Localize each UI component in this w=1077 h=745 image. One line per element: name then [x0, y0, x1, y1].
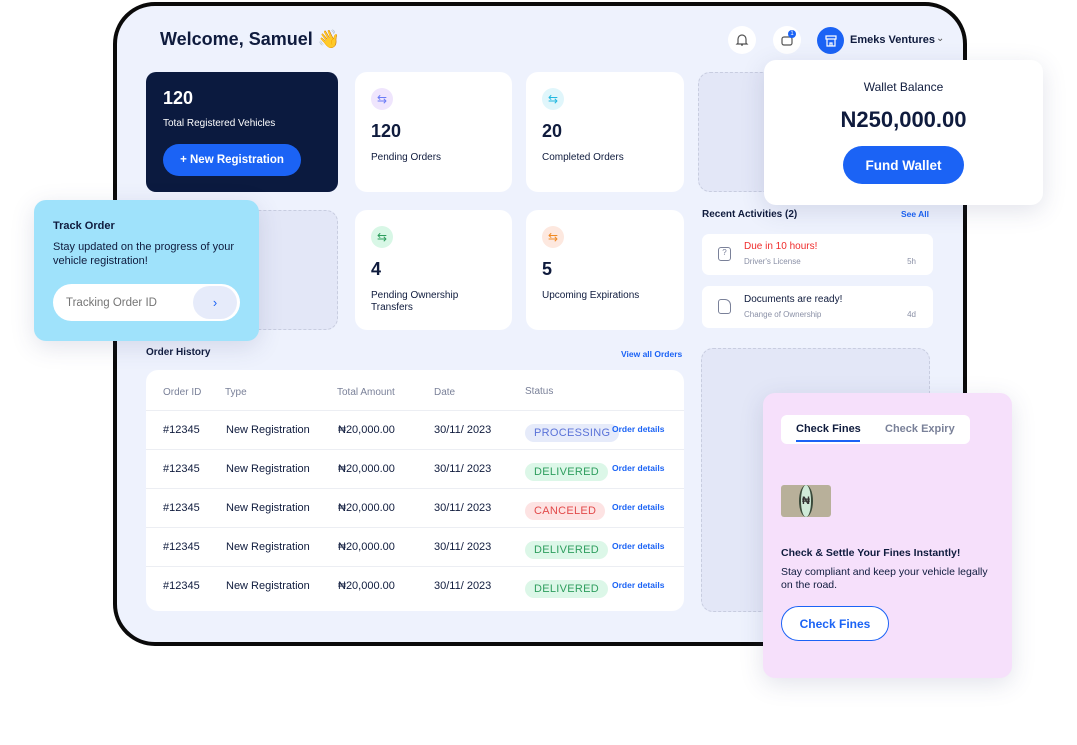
completed-orders-label: Completed Orders [542, 152, 624, 163]
view-all-orders-link[interactable]: View all Orders [621, 349, 683, 359]
order-details-link[interactable]: Order details [612, 463, 665, 473]
question-icon: ? [718, 247, 731, 261]
total-vehicles-value: 120 [163, 88, 194, 108]
order-amount: ₦20,000.00 [338, 424, 395, 436]
bell-icon[interactable] [728, 26, 756, 54]
table-row: #12345 New Registration ₦20,000.00 30/11… [146, 527, 684, 566]
order-date: 30/11/ 2023 [434, 541, 492, 553]
tabs: Check Fines Check Expiry [781, 415, 970, 444]
tab-check-fines[interactable]: Check Fines [796, 423, 861, 442]
activity-time: 4d [907, 310, 916, 319]
pending-transfers-label: Pending Ownership Transfers [371, 290, 459, 313]
pending-transfers-card[interactable]: ⇆ 4 Pending Ownership Transfers [355, 210, 512, 330]
activity-subtitle: Driver's License [744, 257, 801, 266]
order-date: 30/11/ 2023 [434, 424, 492, 436]
completed-orders-card[interactable]: ⇆ 20 Completed Orders [526, 72, 684, 192]
order-details-link[interactable]: Order details [612, 580, 665, 590]
order-details-link[interactable]: Order details [612, 502, 665, 512]
tab-check-expiry[interactable]: Check Expiry [885, 423, 955, 435]
order-history-title: Order History [146, 347, 211, 358]
activity-item[interactable]: ? Due in 10 hours! Driver's License 5h [702, 234, 933, 275]
status-badge: DELIVERED [525, 463, 609, 481]
store-avatar-icon[interactable] [817, 27, 844, 54]
total-vehicles-card: 120 Total Registered Vehicles + New Regi… [146, 72, 338, 192]
pending-orders-value: 120 [371, 121, 402, 141]
order-details-link[interactable]: Order details [612, 424, 665, 434]
swap-icon: ⇆ [371, 88, 393, 110]
status-badge: PROCESSING [525, 424, 620, 442]
activity-time: 5h [907, 257, 916, 266]
swap-icon: ⇆ [542, 226, 564, 248]
order-date: 30/11/ 2023 [434, 580, 492, 592]
orders-table: Order ID Type Total Amount Date Status #… [146, 370, 684, 611]
order-type: New Registration [226, 580, 310, 592]
money-icon: ₦ [781, 485, 831, 517]
activity-subtitle: Change of Ownership [744, 310, 822, 319]
activity-item[interactable]: Documents are ready! Change of Ownership… [702, 286, 933, 328]
track-order-card: Track Order Stay updated on the progress… [34, 200, 259, 341]
column-header: Type [225, 387, 247, 398]
column-header: Status [525, 386, 554, 397]
status-badge: CANCELED [525, 502, 606, 520]
order-id: #12345 [163, 424, 200, 436]
upcoming-expirations-label: Upcoming Expirations [542, 290, 640, 301]
table-row: #12345 New Registration ₦20,000.00 30/11… [146, 488, 684, 527]
fund-wallet-button[interactable]: Fund Wallet [843, 146, 964, 184]
new-registration-button[interactable]: + New Registration [163, 144, 301, 176]
wallet-balance: N250,000.00 [840, 107, 967, 132]
order-id: #12345 [163, 463, 200, 475]
check-fines-card: Check Fines Check Expiry ₦ Check & Settl… [763, 393, 1012, 678]
order-date: 30/11/ 2023 [434, 502, 492, 514]
order-details-link[interactable]: Order details [612, 541, 665, 551]
completed-orders-value: 20 [542, 121, 563, 141]
page-title: Welcome, Samuel 👋 [160, 29, 341, 49]
check-fines-button[interactable]: Check Fines [781, 606, 889, 641]
order-id: #12345 [163, 580, 200, 592]
chevron-right-icon[interactable]: › [193, 286, 237, 319]
wallet-card: Wallet Balance N250,000.00 Fund Wallet [764, 60, 1043, 205]
order-type: New Registration [226, 424, 310, 436]
order-amount: ₦20,000.00 [338, 502, 395, 514]
status-badge: DELIVERED [525, 580, 609, 598]
order-type: New Registration [226, 541, 310, 553]
swap-icon: ⇆ [542, 88, 564, 110]
fines-description: Stay compliant and keep your vehicle leg… [781, 566, 988, 591]
total-vehicles-label: Total Registered Vehicles [163, 118, 276, 129]
table-row: #12345 New Registration ₦20,000.00 30/11… [146, 449, 684, 488]
activity-title: Documents are ready! [744, 294, 843, 305]
pending-orders-label: Pending Orders [371, 152, 442, 163]
cart-badge: 1 [788, 30, 796, 38]
order-amount: ₦20,000.00 [338, 541, 395, 553]
upcoming-expirations-card[interactable]: ⇆ 5 Upcoming Expirations [526, 210, 684, 330]
fines-heading: Check & Settle Your Fines Instantly! [781, 547, 961, 559]
wallet-title: Wallet Balance [863, 80, 944, 94]
order-amount: ₦20,000.00 [338, 580, 395, 592]
order-type: New Registration [226, 502, 310, 514]
track-order-description: Stay updated on the progress of your veh… [53, 241, 235, 267]
table-row: #12345 New Registration ₦20,000.00 30/11… [146, 410, 684, 449]
cart-icon[interactable]: 1 [773, 26, 801, 54]
column-header: Date [434, 387, 456, 398]
column-header: Total Amount [337, 387, 395, 398]
order-date: 30/11/ 2023 [434, 463, 492, 475]
order-type: New Registration [226, 463, 310, 475]
recent-activities-title: Recent Activities (2) [702, 209, 798, 220]
track-order-title: Track Order [53, 220, 115, 232]
swap-icon: ⇆ [371, 226, 393, 248]
order-id: #12345 [163, 502, 200, 514]
pending-transfers-value: 4 [371, 259, 382, 279]
pending-orders-card[interactable]: ⇆ 120 Pending Orders [355, 72, 512, 192]
activity-title: Due in 10 hours! [744, 241, 818, 252]
order-id: #12345 [163, 541, 200, 553]
see-all-link[interactable]: See All [901, 209, 930, 219]
business-name[interactable]: Emeks Ventures [850, 34, 935, 46]
status-badge: DELIVERED [525, 541, 609, 559]
document-icon [718, 299, 731, 314]
chevron-down-icon[interactable]: ⌄ [936, 33, 945, 44]
table-row: #12345 New Registration ₦20,000.00 30/11… [146, 566, 684, 605]
order-amount: ₦20,000.00 [338, 463, 395, 475]
upcoming-expirations-value: 5 [542, 259, 553, 279]
column-header: Order ID [163, 387, 202, 398]
